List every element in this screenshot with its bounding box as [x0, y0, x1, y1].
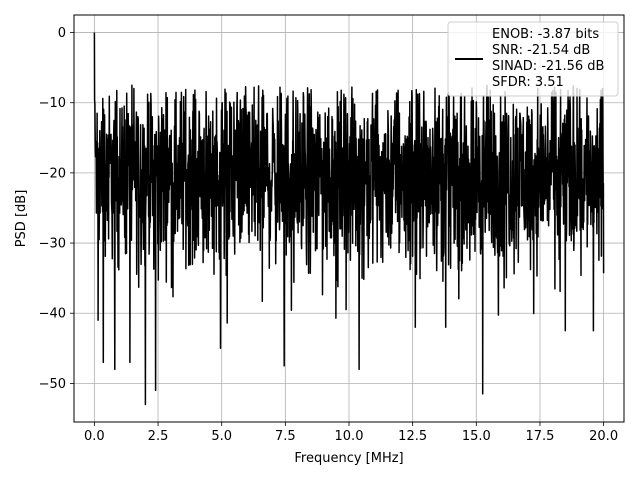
legend-snr: SNR: -21.54 dB [492, 43, 590, 58]
x-tick-label: 2.5 [148, 429, 169, 444]
legend-enob: ENOB: -3.87 bits [492, 27, 599, 42]
x-tick-label: 15.0 [462, 429, 491, 444]
x-tick-label: 7.5 [275, 429, 296, 444]
legend: ENOB: -3.87 bits SNR: -21.54 dB SINAD: -… [447, 21, 619, 97]
x-tick-label: 12.5 [398, 429, 427, 444]
x-tick-label: 20.0 [589, 429, 618, 444]
y-tick-label: −20 [39, 166, 66, 181]
legend-box [447, 21, 619, 97]
y-axis-ticks: 0 −10 −20 −30 −40 −50 [39, 26, 74, 392]
x-tick-label: 5.0 [211, 429, 232, 444]
x-tick-label: 17.5 [525, 429, 554, 444]
x-tick-label: 10.0 [335, 429, 364, 444]
y-tick-label: −50 [39, 377, 66, 392]
psd-series [93, 32, 605, 406]
y-tick-label: −40 [39, 307, 66, 322]
x-tick-label: 0.0 [84, 429, 105, 444]
y-axis-label: PSD [dB] [14, 190, 29, 248]
y-tick-label: 0 [58, 26, 66, 41]
legend-sfdr: SFDR: 3.51 [492, 75, 564, 90]
y-tick-label: −10 [39, 96, 66, 111]
legend-sinad: SINAD: -21.56 dB [492, 59, 604, 74]
x-axis-label: Frequency [MHz] [294, 451, 403, 466]
x-axis-ticks: 0.0 2.5 5.0 7.5 10.0 12.5 15.0 17.5 20.0 [84, 422, 618, 444]
y-tick-label: −30 [39, 237, 66, 252]
psd-line [93, 32, 605, 406]
